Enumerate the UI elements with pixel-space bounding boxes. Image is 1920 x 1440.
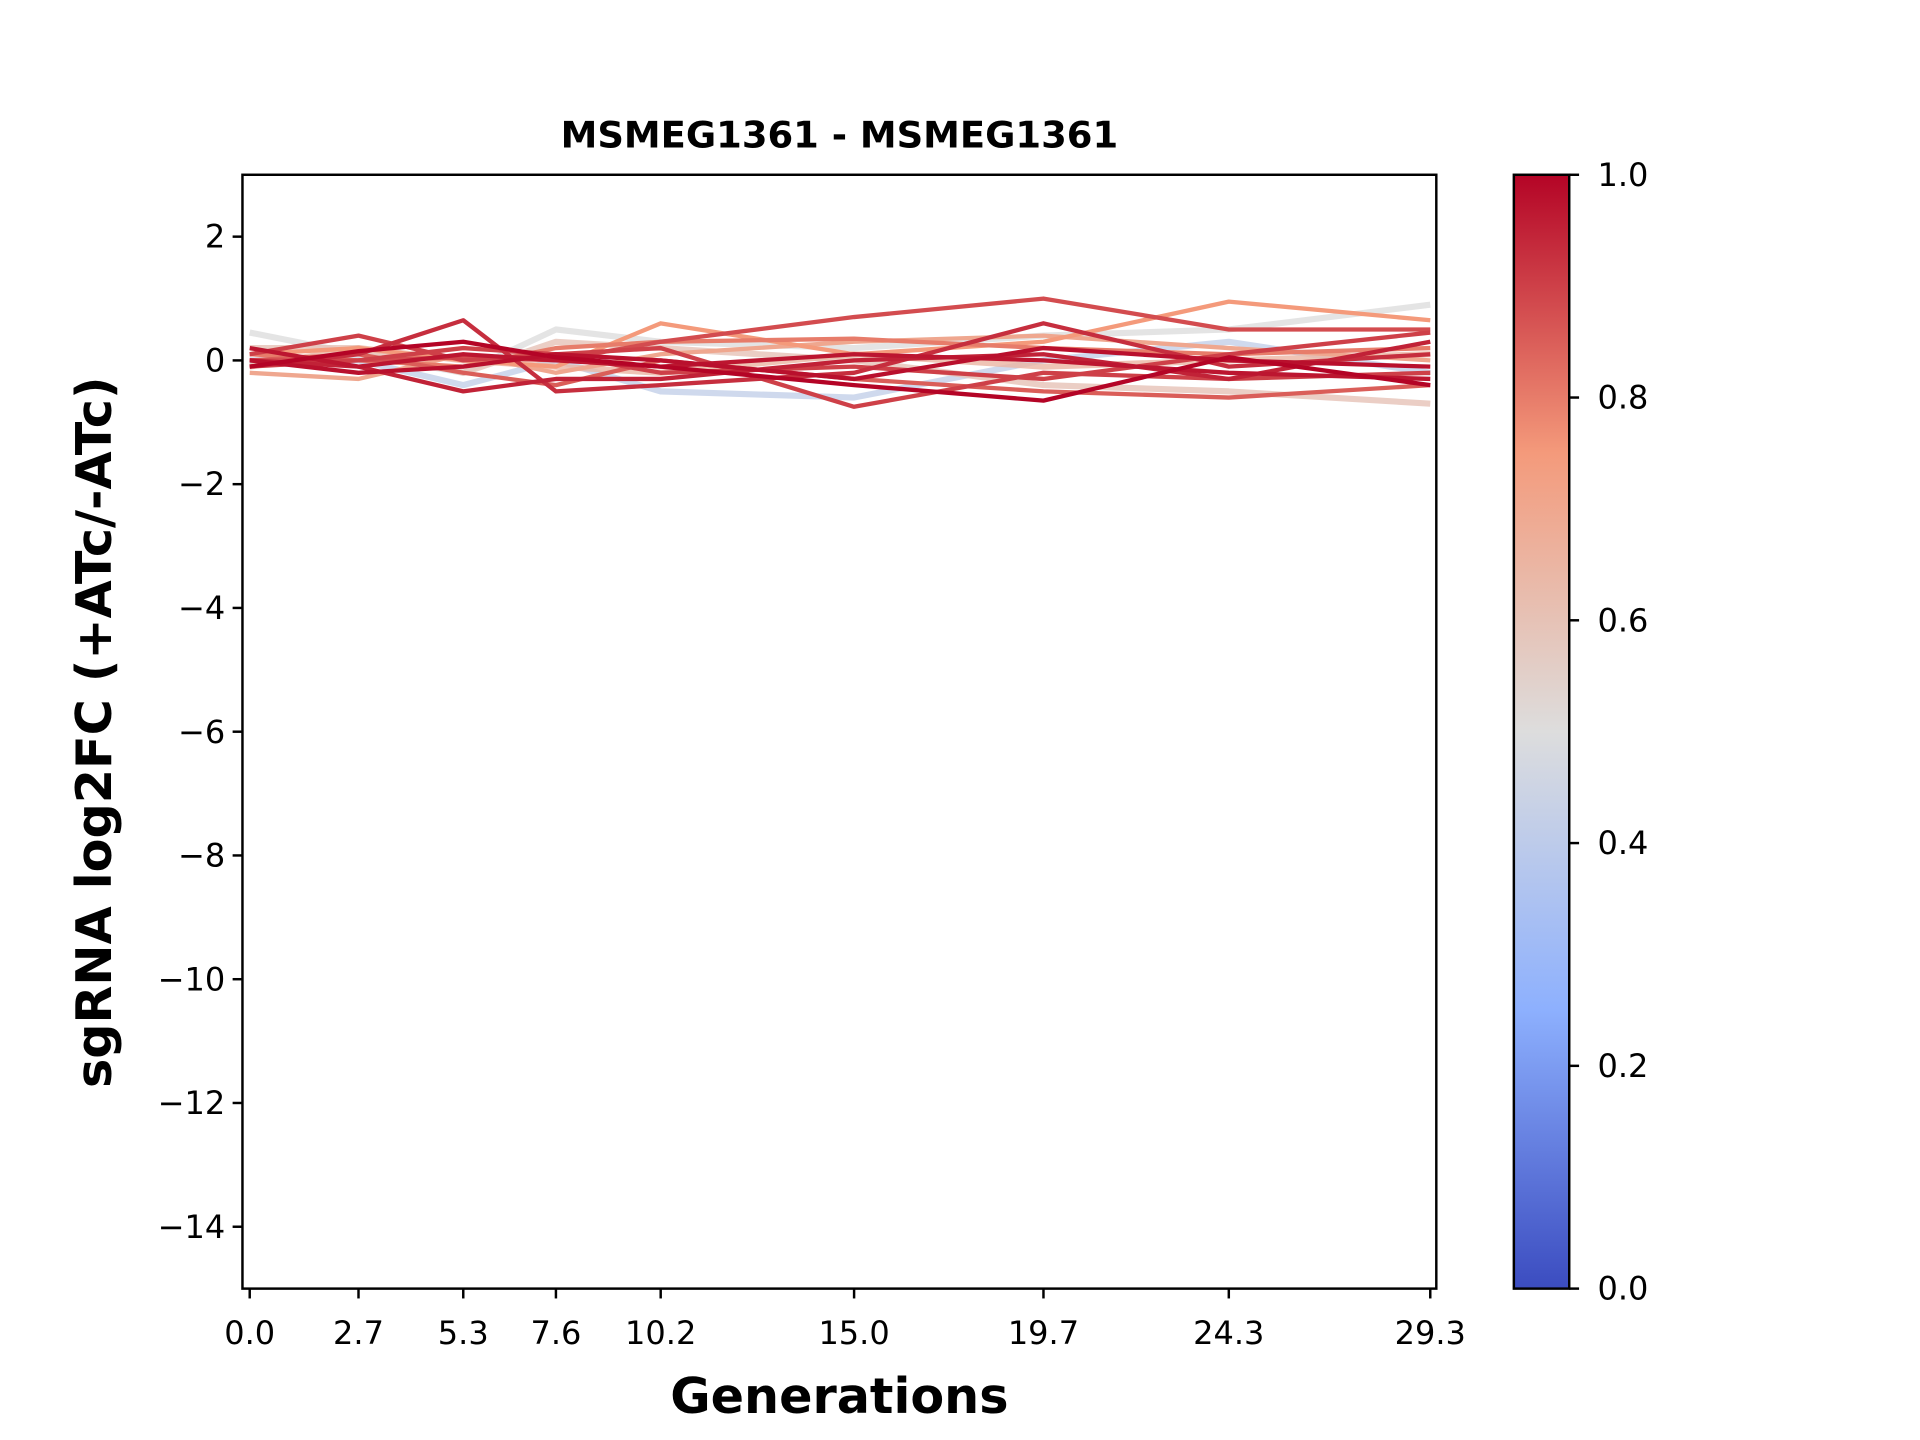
colorbar-tick-label: 1.0	[1598, 156, 1649, 194]
colorbar-tick-label: 0.6	[1598, 601, 1649, 639]
series-line-15	[249, 339, 1431, 403]
y-tick-label: −10	[158, 960, 226, 998]
x-tick-label: 0.0	[224, 1314, 275, 1352]
series-line-14	[249, 345, 1431, 382]
series-line-11	[249, 318, 1431, 394]
x-tick-label: 2.7	[333, 1314, 384, 1352]
y-tick-label: −14	[158, 1208, 226, 1246]
series-lines	[249, 296, 1431, 409]
x-tick-label: 5.3	[438, 1314, 489, 1352]
series-line-5	[249, 299, 1431, 369]
y-tick-label: −2	[178, 465, 225, 503]
y-tick-label: −8	[178, 837, 225, 875]
y-axis-label: sgRNA log2FC (+ATc/-ATc)	[65, 377, 123, 1088]
colorbar-tick-label: 0.2	[1598, 1047, 1649, 1085]
colorbar-axis: 0.0 0.2 0.4 0.6 0.8 1.0	[1569, 156, 1648, 1308]
colorbar	[1512, 173, 1571, 1290]
y-tick-label: −12	[158, 1084, 226, 1122]
y-tick-label: −4	[178, 589, 225, 627]
colorbar-tick-label: 0.4	[1598, 824, 1649, 862]
y-tick-label: 2	[205, 218, 225, 256]
colorbar-tick-label: 0.8	[1598, 379, 1649, 417]
chart-title: MSMEG1361 - MSMEG1361	[561, 114, 1119, 157]
x-axis-label: Generations	[670, 1367, 1008, 1425]
x-tick-label: 19.7	[1008, 1314, 1079, 1352]
x-tick-label: 15.0	[818, 1314, 889, 1352]
x-tick-label: 29.3	[1395, 1314, 1466, 1352]
x-tick-label: 10.2	[625, 1314, 696, 1352]
x-tick-label: 7.6	[530, 1314, 581, 1352]
y-tick-label: −6	[178, 713, 225, 751]
y-tick-label: 0	[205, 341, 225, 379]
x-tick-label: 24.3	[1193, 1314, 1264, 1352]
colorbar-tick-label: 0.0	[1598, 1270, 1649, 1308]
y-axis: 2 0 −2 −4 −6 −8 −10 −12 −14	[158, 218, 243, 1246]
series-line-8	[249, 296, 1431, 363]
series-line-10	[249, 330, 1431, 382]
x-axis: 0.0 2.7 5.3 7.6 10.2 15.0 19.7 24.3 29.3	[224, 1288, 1466, 1352]
